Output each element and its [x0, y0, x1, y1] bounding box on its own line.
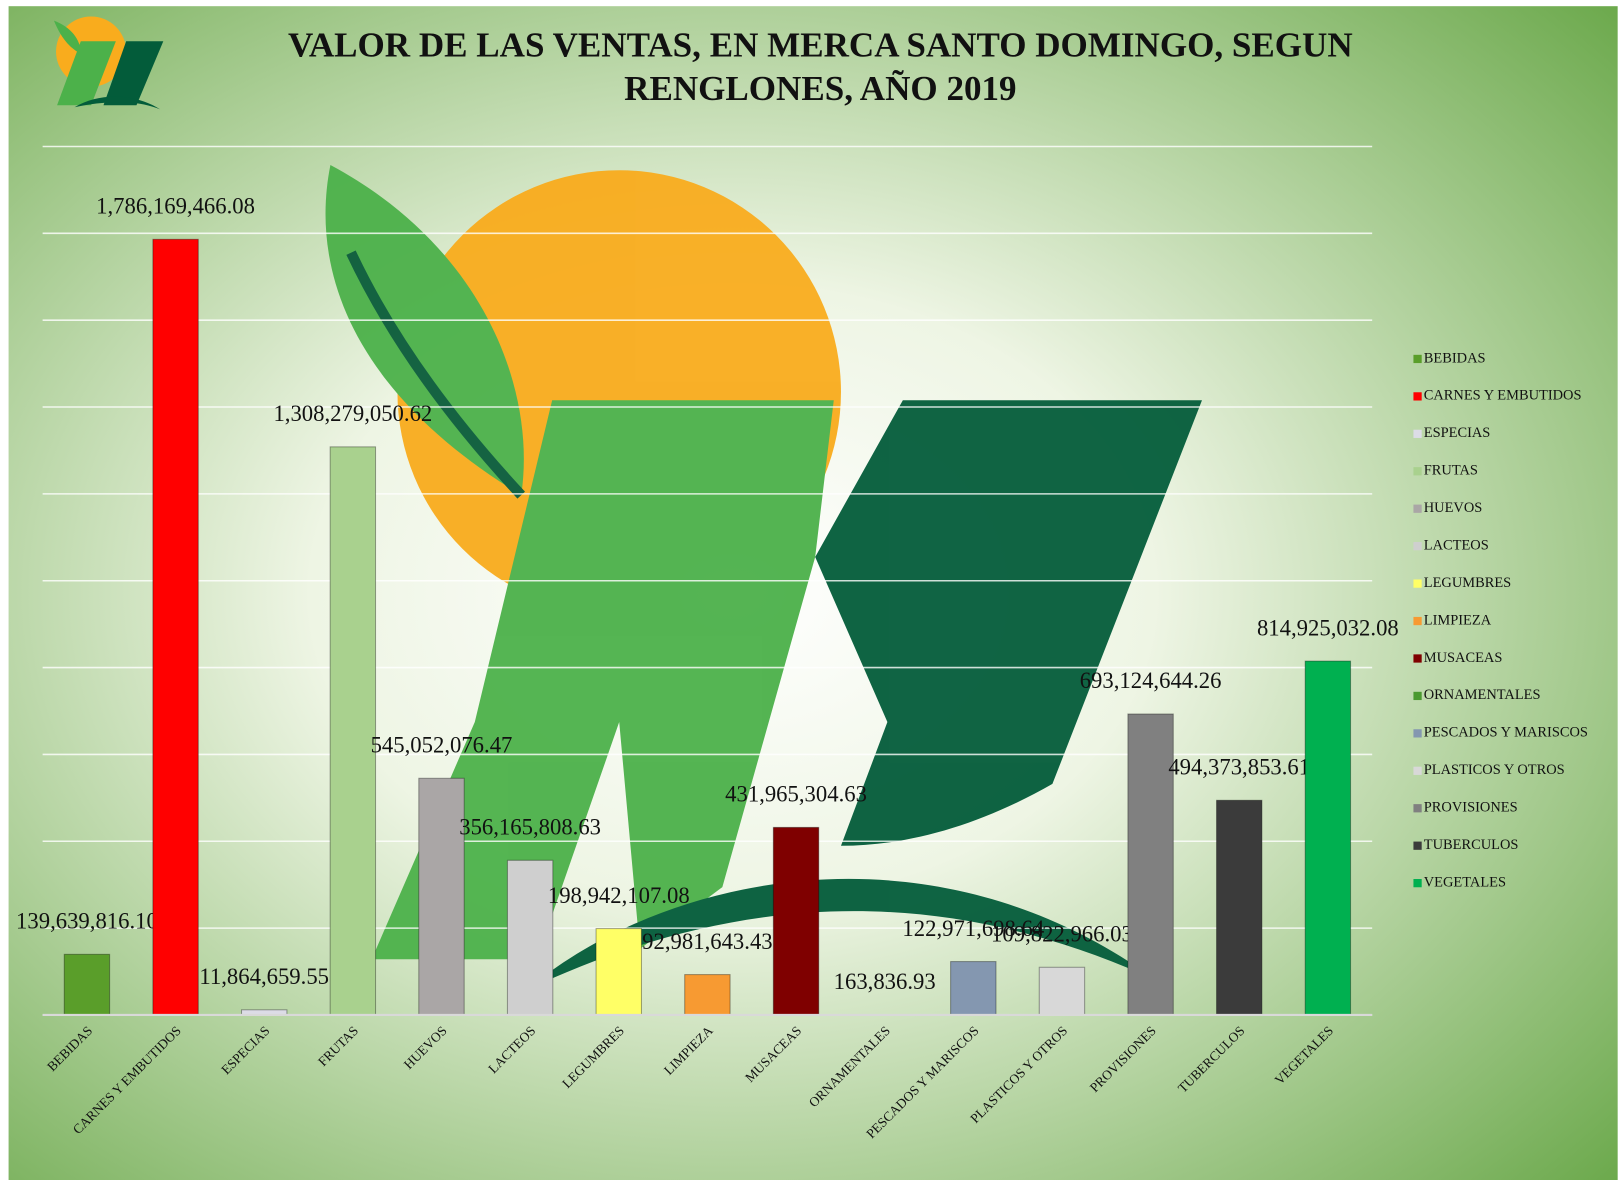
- bar: [1217, 800, 1262, 1015]
- chart-title: VALOR DE LAS VENTAS, EN MERCA SANTO DOMI…: [288, 26, 1353, 65]
- bar: [64, 954, 109, 1015]
- chart-title: RENGLONES, AÑO 2019: [624, 69, 1016, 108]
- legend-swatch: [1413, 842, 1421, 850]
- legend-swatch: [1413, 430, 1421, 438]
- legend-label: HUEVOS: [1424, 500, 1483, 516]
- legend-swatch: [1413, 804, 1421, 812]
- legend-swatch: [1413, 505, 1421, 513]
- legend-swatch: [1413, 579, 1421, 587]
- value-label: 109,822,966.03: [991, 922, 1133, 947]
- legend-swatch: [1413, 692, 1421, 700]
- page: VALOR DE LAS VENTAS, EN MERCA SANTO DOMI…: [0, 0, 1618, 1180]
- bar: [596, 929, 641, 1015]
- legend-swatch: [1413, 729, 1421, 737]
- value-label: 1,786,169,466.08: [96, 194, 255, 219]
- bar: [773, 827, 818, 1015]
- legend-swatch: [1413, 617, 1421, 625]
- value-label: 545,052,076.47: [371, 733, 513, 758]
- legend-swatch: [1413, 467, 1421, 475]
- legend-label: BEBIDAS: [1424, 350, 1486, 366]
- value-label: 198,942,107.08: [548, 883, 690, 908]
- bar: [330, 447, 375, 1015]
- bar: [153, 239, 198, 1015]
- value-label: 356,165,808.63: [459, 815, 601, 840]
- legend-label: TUBERCULOS: [1424, 837, 1519, 853]
- legend-label: LACTEOS: [1424, 537, 1489, 553]
- bar: [1128, 714, 1173, 1015]
- legend-label: ESPECIAS: [1424, 425, 1491, 441]
- value-label: 1,308,279,050.62: [273, 401, 432, 426]
- legend-label: ORNAMENTALES: [1424, 687, 1541, 703]
- value-label: 693,124,644.26: [1080, 668, 1222, 693]
- bar: [1039, 967, 1084, 1015]
- legend-label: LEGUMBRES: [1424, 575, 1511, 591]
- legend-label: PLASTICOS Y OTROS: [1424, 762, 1565, 778]
- legend-swatch: [1413, 542, 1421, 550]
- legend-swatch: [1413, 879, 1421, 887]
- legend-swatch: [1413, 355, 1421, 363]
- chart: VALOR DE LAS VENTAS, EN MERCA SANTO DOMI…: [0, 0, 1618, 1180]
- value-label: 92,981,643.43: [642, 929, 772, 954]
- value-label: 11,864,659.55: [199, 964, 329, 989]
- legend-label: LIMPIEZA: [1424, 612, 1492, 628]
- legend-label: PROVISIONES: [1424, 800, 1518, 816]
- bar: [507, 860, 552, 1015]
- value-label: 163,836.93: [834, 969, 936, 994]
- legend-label: FRUTAS: [1424, 463, 1478, 479]
- legend-label: CARNES Y EMBUTIDOS: [1424, 388, 1582, 404]
- legend-label: PESCADOS Y MARISCOS: [1424, 725, 1588, 741]
- value-label: 814,925,032.08: [1257, 615, 1399, 640]
- legend-swatch: [1413, 392, 1421, 400]
- bar: [1305, 661, 1350, 1015]
- legend-label: MUSACEAS: [1424, 650, 1503, 666]
- bar: [951, 962, 996, 1015]
- legend-swatch: [1413, 767, 1421, 775]
- bar: [685, 975, 730, 1015]
- legend-label: VEGETALES: [1424, 874, 1506, 890]
- bar: [419, 778, 464, 1015]
- value-label: 139,639,816.10: [16, 909, 158, 934]
- value-label: 494,373,853.61: [1168, 755, 1310, 780]
- value-label: 431,965,304.63: [725, 782, 867, 807]
- legend-swatch: [1413, 654, 1421, 662]
